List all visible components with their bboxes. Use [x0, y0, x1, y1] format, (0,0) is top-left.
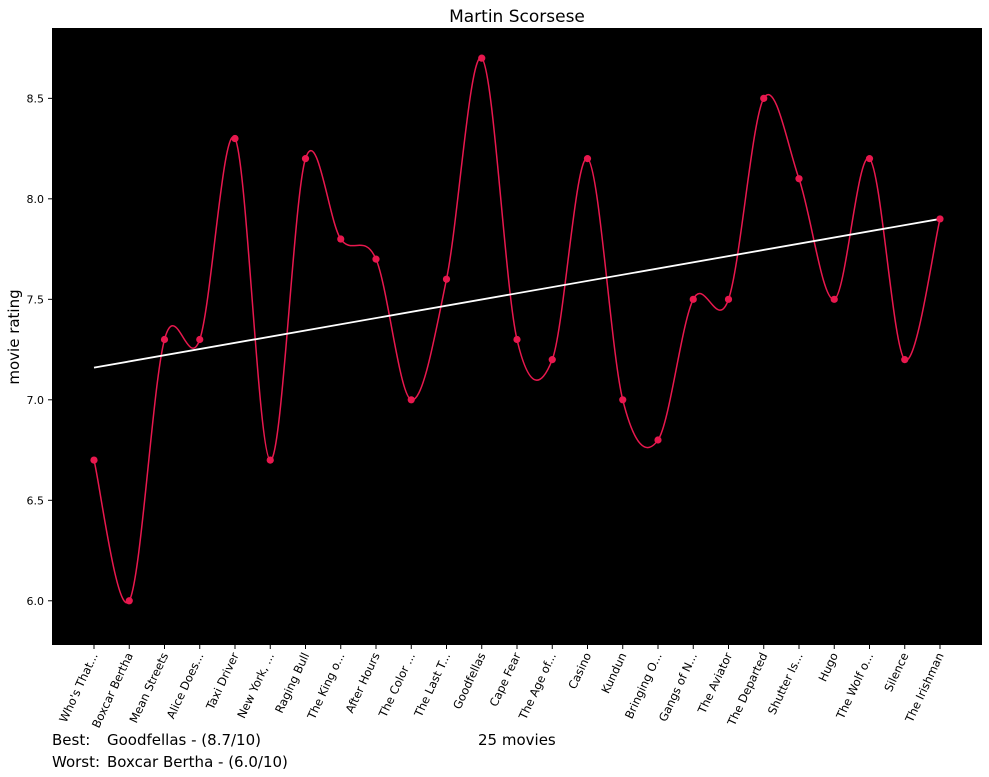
x-tick-label: Casino: [565, 650, 594, 691]
worst-movie: Worst: Boxcar Bertha - (6.0/10): [52, 753, 288, 771]
y-tick-label: 6.0: [27, 595, 45, 608]
data-point: [795, 175, 803, 183]
x-tick-label: Hugo: [815, 650, 840, 683]
x-tick-label: Silence: [881, 650, 911, 693]
data-point: [513, 335, 521, 344]
data-point: [231, 134, 239, 143]
x-tick-label: Kundun: [598, 650, 629, 695]
y-tick-label: 7.0: [27, 394, 45, 407]
data-points: [90, 54, 944, 605]
worst-value: Boxcar Bertha - (6.0/10): [107, 753, 288, 771]
best-value: Goodfellas - (8.7/10): [107, 731, 261, 749]
y-tick-label: 6.5: [27, 494, 45, 507]
data-point: [689, 295, 697, 303]
x-tick-label: Alice Does...: [164, 650, 207, 720]
y-tick-label: 8.5: [27, 92, 45, 105]
y-axis-label: movie rating: [5, 289, 23, 384]
data-point: [407, 396, 415, 404]
x-tick-label: The Aviator: [694, 650, 735, 716]
data-point: [90, 456, 98, 464]
data-point: [196, 335, 204, 344]
chart-title: Martin Scorsese: [449, 7, 585, 27]
rating-curve: [93, 57, 941, 604]
data-point: [442, 275, 451, 283]
data-point: [266, 456, 274, 464]
x-tick-label: Goodfellas: [450, 650, 488, 711]
best-label: Best:: [52, 731, 91, 749]
y-tick-label: 8.0: [27, 193, 45, 206]
best-movie: Best: Goodfellas - (8.7/10): [52, 731, 261, 749]
worst-label: Worst:: [52, 753, 101, 771]
x-tick-label: The Wolf o...: [833, 650, 876, 722]
x-tick-label: New York, ...: [234, 650, 277, 720]
x-tick-label: Cape Fear: [487, 650, 524, 709]
data-point: [301, 155, 310, 163]
data-point: [865, 155, 874, 163]
x-tick-label: The King o...: [304, 650, 347, 722]
x-tick-label: Taxi Driver: [203, 650, 242, 713]
data-point: [372, 255, 380, 263]
data-point: [654, 436, 662, 444]
y-axis: 6.0 6.5 7.0 7.5 8.0 8.5: [27, 92, 52, 608]
y-tick-label: 7.5: [27, 293, 45, 306]
data-point: [619, 396, 627, 404]
data-point: [160, 335, 169, 344]
movie-count: 25 movies: [478, 731, 556, 749]
data-point: [337, 235, 345, 243]
x-tick-label: The Color ...: [375, 650, 418, 720]
x-tick-label: Shutter Is...: [765, 650, 806, 716]
data-point: [724, 295, 733, 303]
x-tick-label: Raging Bull: [272, 650, 312, 715]
data-point: [583, 155, 592, 163]
x-tick-label: Gangs of N...: [656, 650, 700, 723]
data-point: [936, 215, 944, 223]
data-point: [760, 94, 768, 102]
x-tick-label: The Age of...: [515, 650, 559, 722]
data-point: [548, 356, 556, 364]
trend-line: [93, 218, 941, 369]
data-point: [830, 295, 838, 303]
data-point: [125, 597, 133, 605]
data-point: [901, 356, 909, 364]
x-tick-label: After Hours: [343, 650, 383, 715]
data-point: [478, 54, 486, 62]
x-tick-label: The Last T...: [411, 650, 453, 720]
